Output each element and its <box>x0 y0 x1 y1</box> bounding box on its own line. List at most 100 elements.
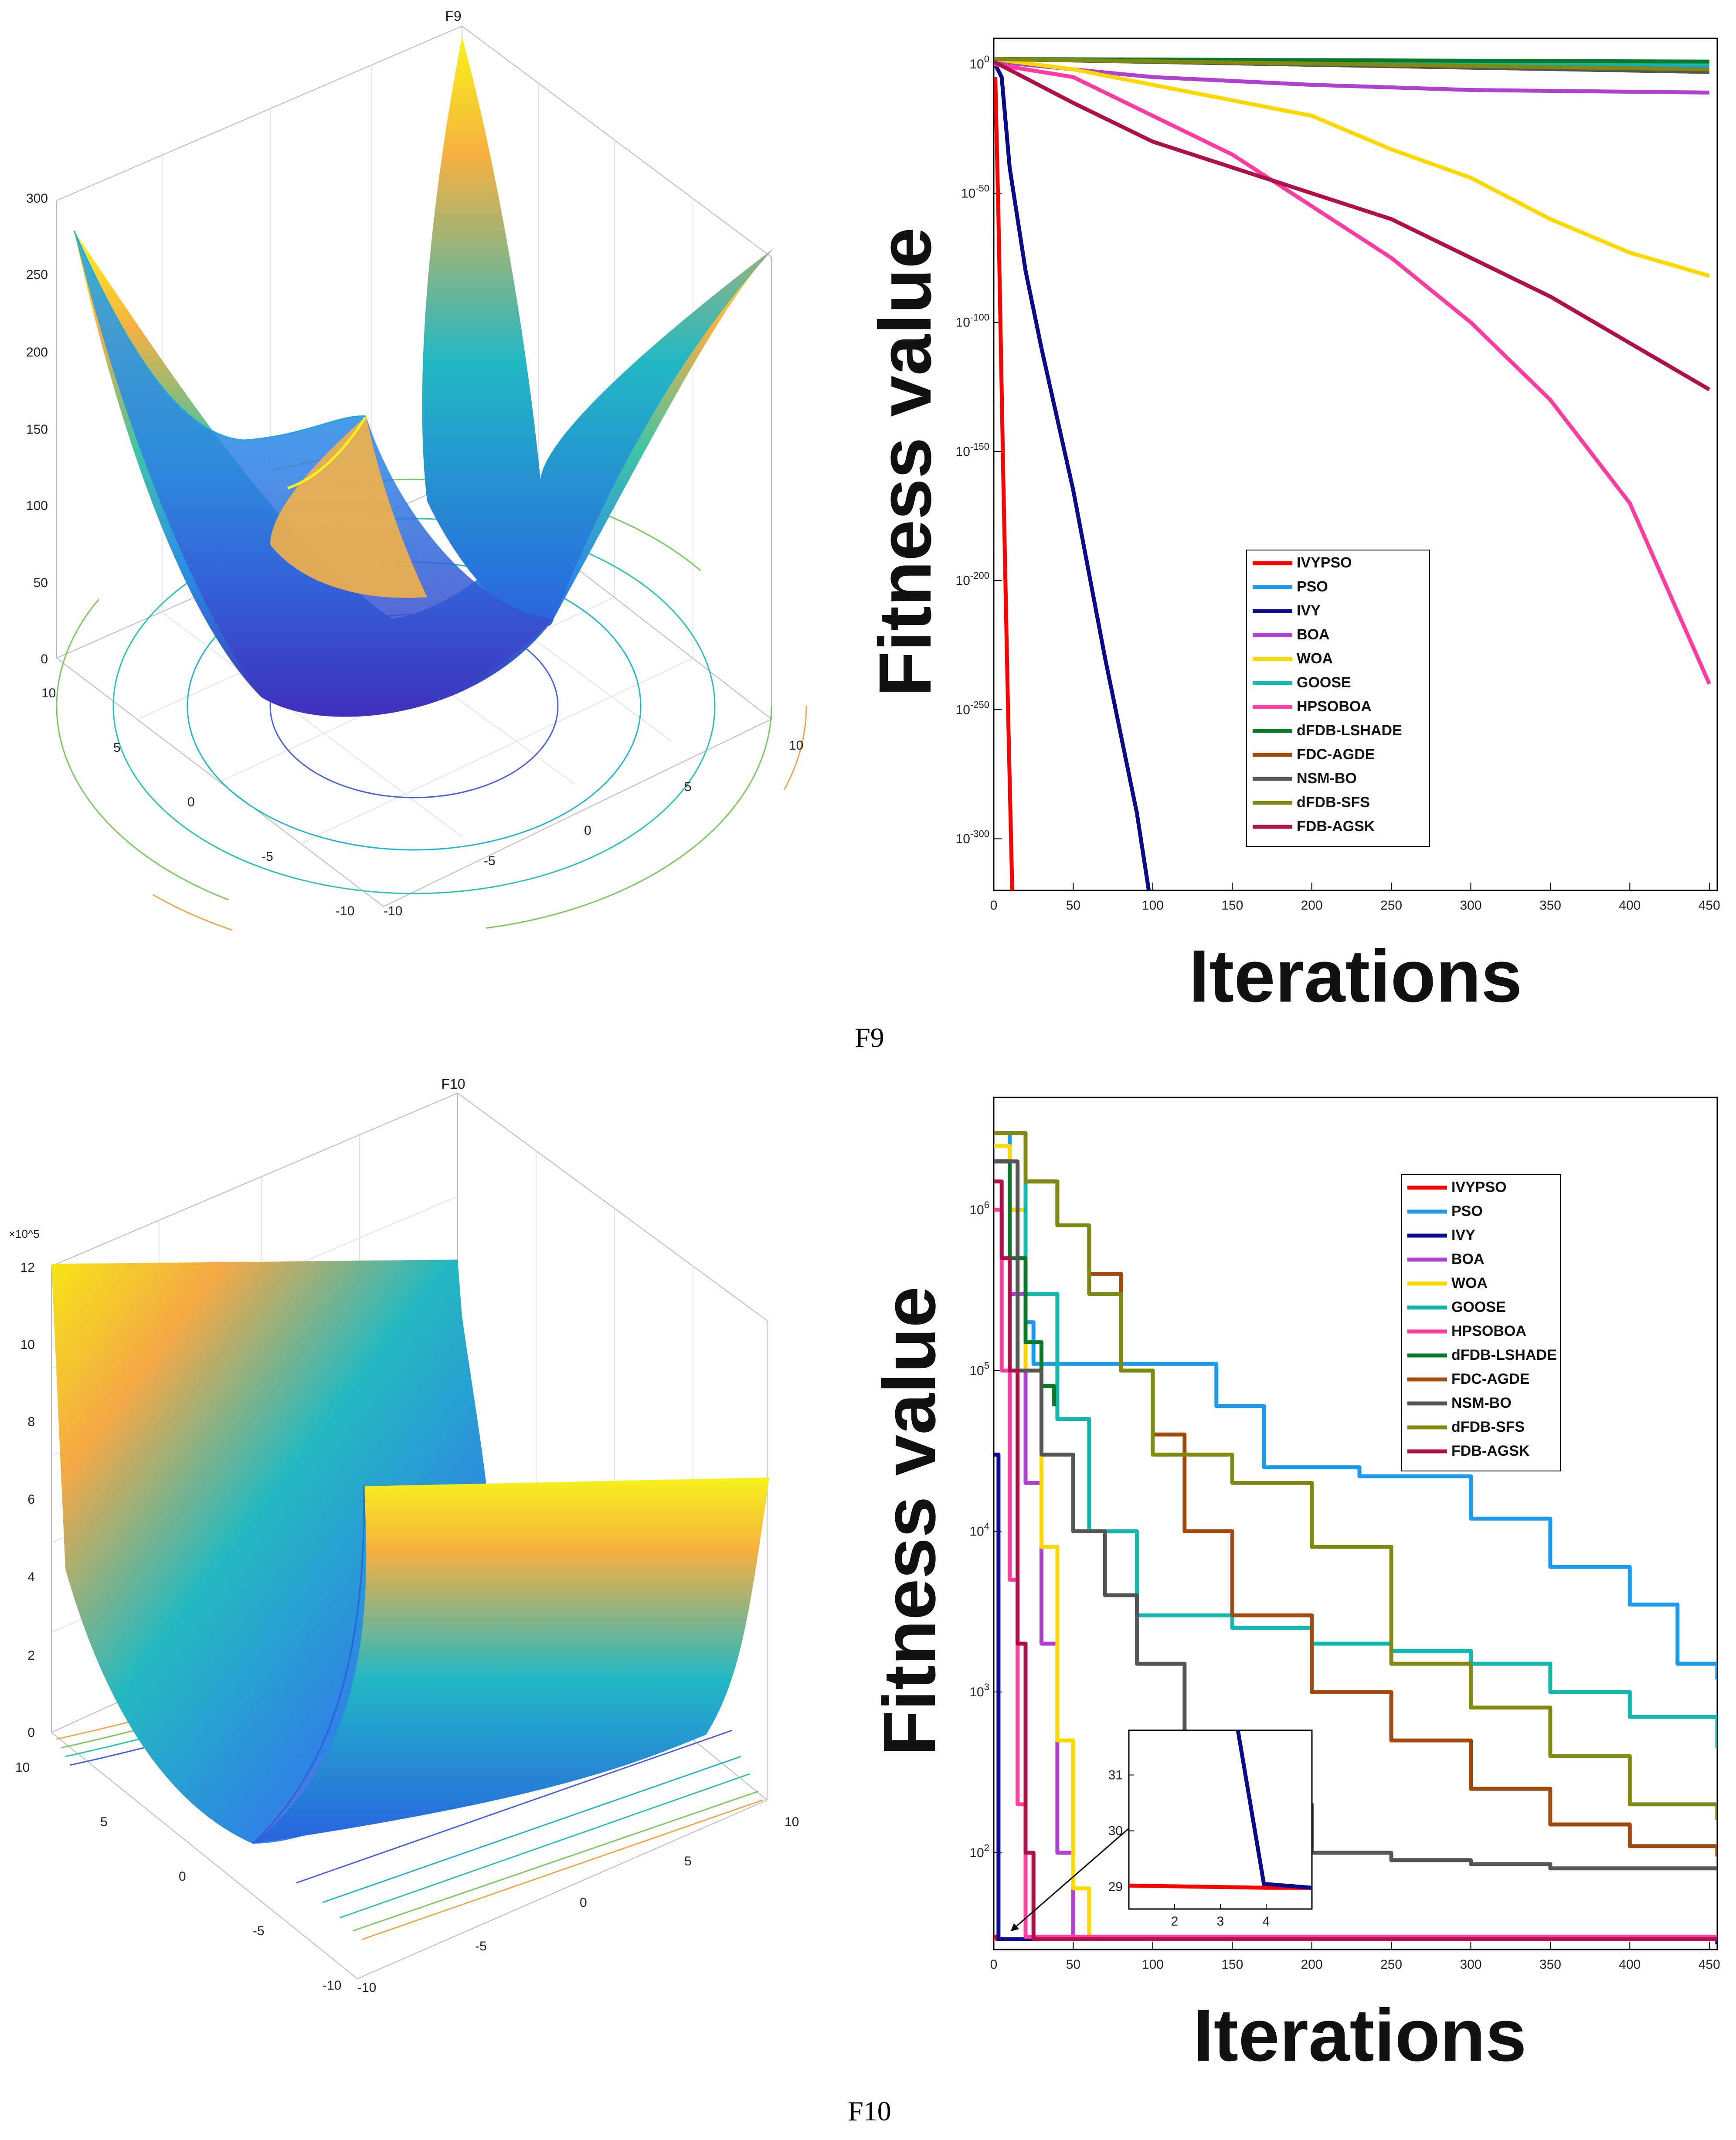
f10-x-tick: 10 <box>15 1760 30 1775</box>
f9-legend-label: PSO <box>1297 578 1328 595</box>
f9-legend-label: dFDB-SFS <box>1297 794 1370 811</box>
f10-series-lines <box>994 1131 1717 1944</box>
f10-y-tick-label: 102 <box>969 1842 989 1860</box>
f10-convergence-chart: 102 103 104 105 106 0 50 100 150 200 250 300 350 400… <box>868 1097 1720 2077</box>
f9-y-tick-label: 10-100 <box>956 312 989 330</box>
inset-y-tick-label: 29 <box>1108 1880 1123 1894</box>
f9-z-tick: 300 <box>26 191 48 206</box>
f9-legend-label: BOA <box>1297 626 1330 643</box>
f9-y-tick-label: 100 <box>969 54 989 71</box>
f10-z-multiplier: ×10^5 <box>9 1227 40 1240</box>
f10-plot-frame <box>993 1097 1718 1950</box>
f9-x-tick-label: 150 <box>1221 898 1243 913</box>
f10-legend-label: GOOSE <box>1451 1299 1506 1315</box>
f9-y-tick: 10 <box>789 738 803 753</box>
f10-x-tick-label: 100 <box>1142 1957 1164 1972</box>
f9-y-tick: 5 <box>684 780 692 794</box>
f10-z-tick: 8 <box>27 1415 35 1429</box>
f10-y-tick: 0 <box>580 1895 587 1910</box>
f9-y-tick: -10 <box>384 904 402 918</box>
f9-z-tick: 200 <box>26 345 48 360</box>
f10-x-tick: -10 <box>323 1978 341 1993</box>
f9-legend-label: NSM-BO <box>1297 770 1357 787</box>
f10-y-tick-label: 105 <box>969 1360 989 1378</box>
f10-legend-label: FDC-AGDE <box>1451 1371 1529 1387</box>
f10-x-tick: -5 <box>253 1924 265 1938</box>
f10-x-tick-label: 150 <box>1221 1957 1243 1972</box>
f10-contours <box>56 1721 763 1940</box>
f10-x-ticks: 10 5 0 -5 -10 <box>15 1760 341 1993</box>
f9-z-ticks: 0 50 100 150 200 250 300 <box>26 191 48 666</box>
f9-ylabel: Fitness value <box>864 227 947 696</box>
f10-y-ticks: 102 103 104 105 106 <box>969 1199 1002 1860</box>
f10-y-tick: 10 <box>785 1815 799 1829</box>
f10-legend-label: BOA <box>1451 1251 1485 1267</box>
f9-series-line <box>994 60 1711 391</box>
f9-z-tick: 250 <box>26 268 48 282</box>
f10-series-line <box>994 1159 1057 1406</box>
f10-z-tick: 12 <box>20 1260 35 1275</box>
f10-legend-box <box>1401 1174 1561 1471</box>
f9-legend-label: FDB-AGSK <box>1297 818 1375 835</box>
inset-x-tick-label: 2 <box>1171 1914 1179 1929</box>
f9-z-tick: 100 <box>26 499 48 513</box>
f10-x-tick-label: 400 <box>1619 1957 1641 1972</box>
f10-x-tick-label: 350 <box>1539 1957 1561 1972</box>
f10-z-tick: 2 <box>27 1648 35 1663</box>
f10-legend-label: IVY <box>1451 1227 1475 1243</box>
f9-y-tick-label: 10-50 <box>961 183 989 200</box>
f9-legend-label: IVY <box>1297 602 1321 619</box>
f10-legend-label: PSO <box>1451 1203 1483 1219</box>
f10-surface-plot: F10 <box>9 1076 799 1995</box>
f9-x-tick-label: 250 <box>1380 898 1402 913</box>
f10-y-tick: -10 <box>357 1980 376 1995</box>
f9-series-line <box>994 57 1710 278</box>
f9-x-tick-label: 350 <box>1539 898 1561 913</box>
inset-x-tick-label: 3 <box>1217 1914 1224 1929</box>
f10-x-tick-label: 50 <box>1066 1957 1080 1972</box>
f10-y-tick: -5 <box>475 1939 487 1953</box>
f9-series-lines <box>994 57 1711 890</box>
inset-ivy-line <box>1236 1730 1312 1890</box>
f9-legend-label: FDC-AGDE <box>1297 746 1375 763</box>
f9-legend-label: IVYPSO <box>1297 554 1352 571</box>
f9-legend-label: WOA <box>1297 650 1333 667</box>
f9-surface-plot: F9 <box>21 8 807 960</box>
f9-surface-title: F9 <box>445 8 461 24</box>
f9-y-ticks: 100 10-50 10-100 10-150 10-200 10-250 10-300 <box>956 54 1002 846</box>
f9-x-tick-label: 200 <box>1301 898 1323 913</box>
f9-xlabel: Iterations <box>1189 935 1522 1018</box>
f9-x-tick: -5 <box>262 849 273 864</box>
f10-legend-label: NSM-BO <box>1451 1395 1512 1411</box>
f9-x-ticks: 10 5 0 -5 -10 <box>41 686 354 918</box>
f9-legend-box <box>1246 550 1430 847</box>
f10-z-tick: 0 <box>27 1726 35 1740</box>
f9-series-line <box>994 57 1709 71</box>
f9-y-tick-label: 10-250 <box>956 699 989 717</box>
f10-x-tick-label: 450 <box>1699 1957 1720 1972</box>
inset-x-tick-label: 4 <box>1263 1914 1270 1929</box>
f10-y-tick-label: 106 <box>969 1199 989 1217</box>
f10-legend: IVYPSO PSO IVY BOA WOA GOOSE HPSOBOA dFDB-LSHAD… <box>1401 1174 1561 1471</box>
f9-x-tick: -10 <box>336 904 354 918</box>
f10-legend-label: WOA <box>1451 1275 1488 1291</box>
f10-x-tick-label: 300 <box>1460 1957 1481 1972</box>
f10-y-tick-label: 103 <box>969 1681 989 1699</box>
f10-z-tick: 6 <box>27 1492 35 1507</box>
f9-y-tick-label: 10-200 <box>956 570 989 588</box>
inset-frame <box>1128 1729 1313 1910</box>
f10-xlabel: Iterations <box>1193 1994 1526 2077</box>
f10-z-tick: 4 <box>27 1570 35 1584</box>
f9-x-tick-label: 50 <box>1066 898 1080 913</box>
f9-x-tick: 5 <box>113 741 121 755</box>
f10-series-line <box>994 1452 1717 1944</box>
f10-series-line <box>994 1144 1717 1940</box>
f9-bowl <box>73 37 774 717</box>
f9-y-ticks: -10 -5 0 5 10 <box>384 738 803 918</box>
f10-surface-title: F10 <box>441 1076 465 1092</box>
f9-y-tick: 0 <box>584 823 591 838</box>
f9-series-line <box>994 61 1151 890</box>
f10-legend-label: dFDB-LSHADE <box>1451 1347 1557 1363</box>
f9-x-tick-label: 100 <box>1142 898 1164 913</box>
f9-y-tick-label: 10-150 <box>956 441 989 459</box>
